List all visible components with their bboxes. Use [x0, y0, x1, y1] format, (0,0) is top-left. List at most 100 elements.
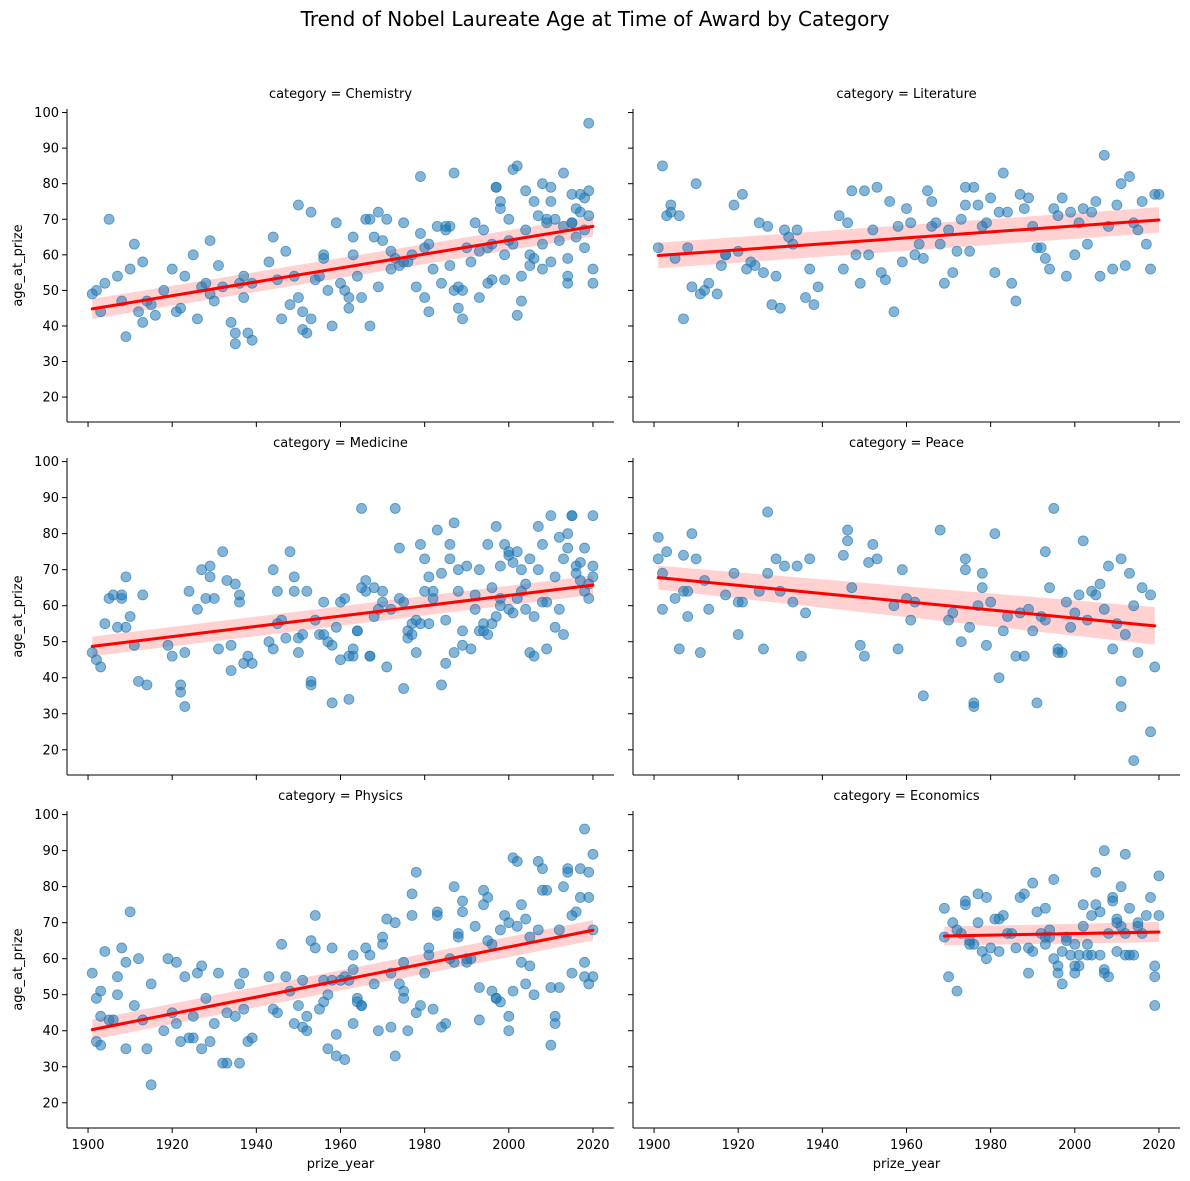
data-point: [934, 238, 946, 250]
data-point: [1145, 726, 1156, 738]
data-point: [124, 263, 136, 275]
data-point: [280, 632, 292, 644]
y-tick-label: 70: [42, 916, 59, 931]
data-point: [1132, 647, 1144, 658]
data-point: [964, 621, 976, 633]
data-point: [410, 281, 422, 293]
data-point: [137, 256, 149, 268]
data-point: [95, 661, 107, 673]
data-point: [837, 549, 849, 561]
data-point: [947, 267, 959, 279]
data-point: [158, 284, 170, 296]
data-point: [494, 924, 506, 936]
y-tick-label: 100: [34, 106, 59, 121]
x-tick-label: 2020: [576, 1138, 609, 1153]
data-point: [406, 888, 418, 900]
data-point: [347, 949, 359, 961]
data-point: [587, 510, 599, 522]
data-point: [351, 625, 363, 637]
data-point: [686, 528, 698, 540]
data-point: [112, 989, 123, 1001]
data-point: [200, 277, 212, 289]
data-point: [541, 596, 553, 608]
data-point: [579, 542, 590, 554]
data-point: [511, 160, 523, 172]
data-point: [812, 281, 824, 293]
data-point: [562, 252, 574, 264]
data-point: [120, 621, 132, 633]
data-point: [276, 313, 287, 325]
data-point: [892, 220, 904, 232]
data-point: [583, 185, 595, 197]
data-point: [234, 596, 245, 608]
data-point: [120, 1043, 132, 1055]
data-point: [200, 992, 212, 1004]
data-point: [888, 306, 900, 318]
y-axis-label: age_at_prize: [11, 224, 26, 306]
data-point: [1124, 171, 1135, 182]
y-tick-label: 40: [42, 319, 59, 334]
data-point: [1145, 589, 1156, 601]
data-point: [842, 217, 853, 229]
data-point: [339, 593, 351, 604]
data-point: [579, 823, 590, 835]
data-point: [553, 603, 565, 615]
data-point: [1018, 888, 1030, 900]
data-point: [448, 517, 460, 529]
data-point: [938, 902, 950, 914]
data-point: [690, 553, 702, 565]
data-point: [507, 557, 519, 568]
data-point: [444, 260, 456, 271]
data-point: [238, 292, 250, 303]
data-point: [293, 292, 304, 303]
data-point: [225, 317, 237, 328]
data-point: [229, 578, 241, 590]
data-point: [347, 964, 359, 975]
data-point: [1094, 578, 1106, 590]
data-point: [1031, 697, 1043, 709]
data-point: [800, 292, 811, 303]
data-point: [473, 982, 485, 993]
data-point: [440, 614, 452, 626]
data-point: [669, 593, 681, 604]
data-point: [532, 521, 544, 532]
data-point: [1136, 196, 1148, 207]
data-point: [326, 942, 338, 954]
data-point: [516, 270, 527, 282]
data-point: [833, 210, 845, 222]
x-tick-label: 1960: [890, 1138, 923, 1153]
data-point: [364, 949, 376, 961]
data-point: [1119, 848, 1131, 860]
data-point: [997, 910, 1009, 921]
data-point: [284, 299, 296, 311]
data-point: [859, 650, 870, 662]
data-point: [263, 971, 275, 983]
data-point: [960, 199, 971, 211]
data-point: [549, 1018, 561, 1029]
data-point: [377, 585, 388, 597]
data-point: [520, 913, 532, 925]
data-point: [587, 571, 599, 583]
data-point: [686, 281, 698, 293]
y-tick-label: 40: [42, 671, 59, 686]
scatter-points: [86, 823, 599, 1091]
data-point: [1153, 188, 1165, 200]
chart-title: Trend of Nobel Laureate Age at Time of A…: [300, 7, 890, 31]
data-point: [234, 1057, 245, 1069]
data-point: [1107, 892, 1119, 903]
data-point: [1094, 949, 1106, 961]
data-point: [545, 256, 557, 268]
data-point: [711, 288, 723, 300]
data-point: [1086, 206, 1098, 218]
data-point: [566, 510, 578, 522]
data-point: [124, 611, 136, 622]
data-point: [196, 1043, 208, 1055]
data-point: [1065, 206, 1076, 218]
data-point: [737, 188, 748, 200]
facet-panel: category = Peace: [628, 436, 1180, 780]
data-point: [179, 971, 191, 983]
data-point: [545, 196, 557, 207]
trend-line: [942, 930, 1161, 938]
data-point: [682, 242, 694, 254]
data-point: [520, 185, 532, 197]
